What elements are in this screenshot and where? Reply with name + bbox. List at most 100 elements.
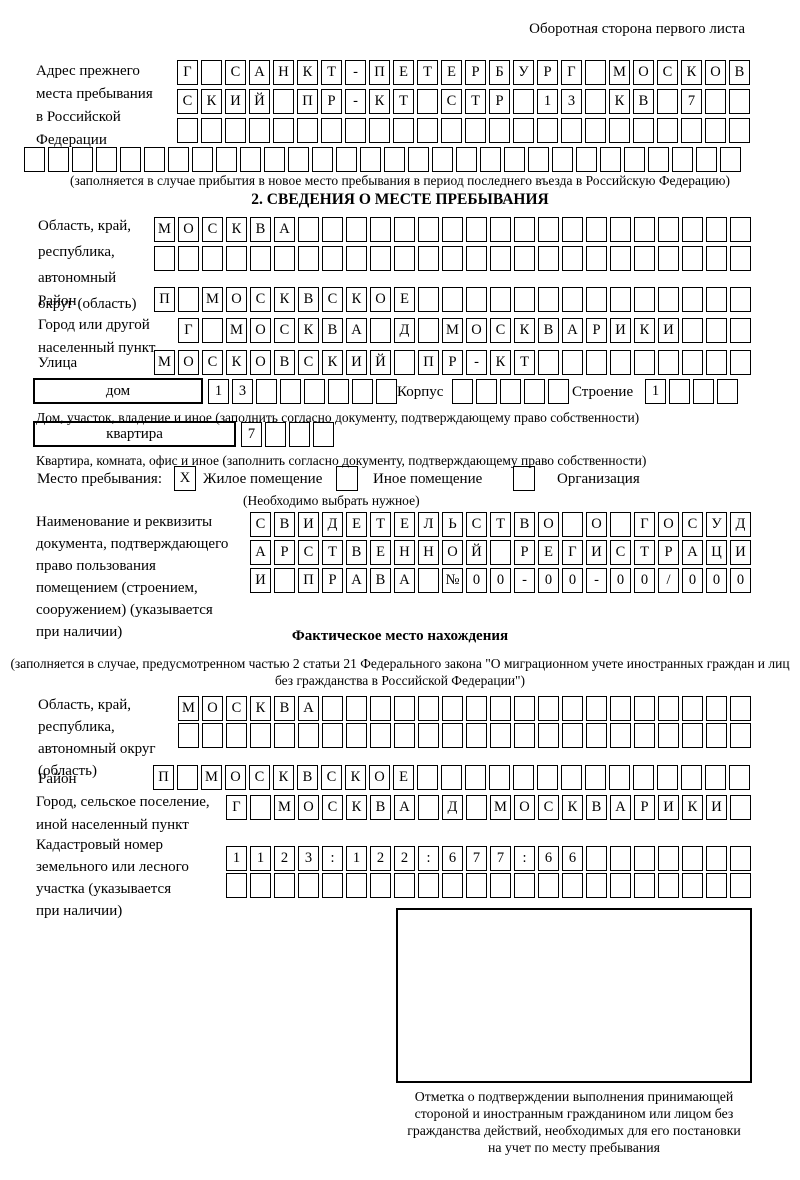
char-box[interactable]: Д bbox=[442, 795, 463, 820]
char-box[interactable]: И bbox=[610, 318, 631, 343]
char-box[interactable] bbox=[490, 287, 511, 312]
char-box[interactable] bbox=[178, 287, 199, 312]
char-box[interactable]: М bbox=[178, 696, 199, 721]
char-box[interactable]: Б bbox=[489, 60, 510, 85]
char-box[interactable]: О bbox=[514, 795, 535, 820]
char-box[interactable] bbox=[322, 217, 343, 242]
char-box[interactable]: М bbox=[201, 765, 222, 790]
char-box[interactable] bbox=[322, 723, 343, 748]
char-box[interactable] bbox=[274, 873, 295, 898]
char-box[interactable] bbox=[562, 873, 583, 898]
char-box[interactable]: О bbox=[633, 60, 654, 85]
char-box[interactable]: Е bbox=[394, 512, 415, 537]
char-box[interactable]: В bbox=[370, 795, 391, 820]
char-box[interactable]: О bbox=[369, 765, 390, 790]
char-box[interactable] bbox=[682, 246, 703, 271]
char-box[interactable] bbox=[705, 765, 726, 790]
char-box[interactable] bbox=[658, 846, 679, 871]
char-box[interactable] bbox=[394, 350, 415, 375]
char-box[interactable] bbox=[682, 723, 703, 748]
char-box[interactable] bbox=[96, 147, 117, 172]
char-box[interactable] bbox=[322, 873, 343, 898]
char-box[interactable] bbox=[298, 873, 319, 898]
char-box[interactable] bbox=[225, 118, 246, 143]
char-box[interactable]: Н bbox=[273, 60, 294, 85]
char-box[interactable]: С bbox=[298, 540, 319, 565]
char-box[interactable]: О bbox=[298, 795, 319, 820]
char-box[interactable] bbox=[345, 118, 366, 143]
char-box[interactable]: - bbox=[345, 60, 366, 85]
char-box[interactable]: С bbox=[322, 795, 343, 820]
char-box[interactable]: 1 bbox=[208, 379, 229, 404]
char-box[interactable]: К bbox=[514, 318, 535, 343]
char-box[interactable] bbox=[265, 422, 286, 447]
char-box[interactable] bbox=[658, 287, 679, 312]
char-box[interactable] bbox=[693, 379, 714, 404]
char-box[interactable]: И bbox=[346, 350, 367, 375]
char-box[interactable]: С bbox=[322, 287, 343, 312]
char-box[interactable] bbox=[346, 696, 367, 721]
char-box[interactable] bbox=[500, 379, 521, 404]
char-box[interactable] bbox=[609, 118, 630, 143]
char-box[interactable]: А bbox=[682, 540, 703, 565]
char-box[interactable] bbox=[634, 287, 655, 312]
char-box[interactable] bbox=[418, 568, 439, 593]
char-box[interactable]: П bbox=[418, 350, 439, 375]
char-box[interactable] bbox=[304, 379, 325, 404]
char-box[interactable] bbox=[418, 795, 439, 820]
char-box[interactable]: М bbox=[226, 318, 247, 343]
char-box[interactable]: - bbox=[514, 568, 535, 593]
char-box[interactable]: К bbox=[634, 318, 655, 343]
char-box[interactable] bbox=[408, 147, 429, 172]
char-box[interactable] bbox=[705, 89, 726, 114]
char-box[interactable] bbox=[528, 147, 549, 172]
char-box[interactable]: К bbox=[226, 217, 247, 242]
char-box[interactable] bbox=[441, 765, 462, 790]
char-box[interactable] bbox=[490, 246, 511, 271]
char-box[interactable] bbox=[490, 540, 511, 565]
char-box[interactable] bbox=[466, 696, 487, 721]
char-box[interactable]: Г bbox=[634, 512, 655, 537]
char-box[interactable]: И bbox=[658, 795, 679, 820]
char-box[interactable] bbox=[177, 118, 198, 143]
char-box[interactable] bbox=[634, 217, 655, 242]
char-box[interactable] bbox=[586, 846, 607, 871]
char-box[interactable]: С bbox=[202, 350, 223, 375]
char-box[interactable] bbox=[394, 873, 415, 898]
char-box[interactable]: И bbox=[706, 795, 727, 820]
char-box[interactable] bbox=[717, 379, 738, 404]
char-box[interactable]: Р bbox=[514, 540, 535, 565]
char-box[interactable]: К bbox=[369, 89, 390, 114]
char-box[interactable]: Д bbox=[322, 512, 343, 537]
char-box[interactable]: Г bbox=[177, 60, 198, 85]
char-box[interactable] bbox=[538, 723, 559, 748]
char-box[interactable]: К bbox=[250, 696, 271, 721]
char-box[interactable] bbox=[514, 723, 535, 748]
char-box[interactable] bbox=[730, 723, 751, 748]
char-box[interactable] bbox=[669, 379, 690, 404]
char-box[interactable]: О bbox=[226, 287, 247, 312]
char-box[interactable]: П bbox=[154, 287, 175, 312]
char-box[interactable]: Р bbox=[634, 795, 655, 820]
char-box[interactable] bbox=[514, 696, 535, 721]
char-box[interactable] bbox=[730, 318, 751, 343]
char-box[interactable] bbox=[513, 89, 534, 114]
char-box[interactable] bbox=[504, 147, 525, 172]
char-box[interactable]: А bbox=[249, 60, 270, 85]
char-box[interactable]: В bbox=[274, 512, 295, 537]
char-box[interactable] bbox=[418, 723, 439, 748]
char-box[interactable] bbox=[418, 217, 439, 242]
char-box[interactable] bbox=[274, 246, 295, 271]
char-box[interactable] bbox=[586, 873, 607, 898]
char-box[interactable] bbox=[706, 846, 727, 871]
char-box[interactable]: О bbox=[442, 540, 463, 565]
checkbox-inoe[interactable] bbox=[336, 466, 358, 491]
char-box[interactable]: А bbox=[250, 540, 271, 565]
char-box[interactable]: В bbox=[586, 795, 607, 820]
char-box[interactable]: Т bbox=[465, 89, 486, 114]
char-box[interactable]: 7 bbox=[490, 846, 511, 871]
char-box[interactable]: К bbox=[562, 795, 583, 820]
char-box[interactable] bbox=[442, 287, 463, 312]
char-box[interactable] bbox=[250, 795, 271, 820]
char-box[interactable] bbox=[585, 765, 606, 790]
